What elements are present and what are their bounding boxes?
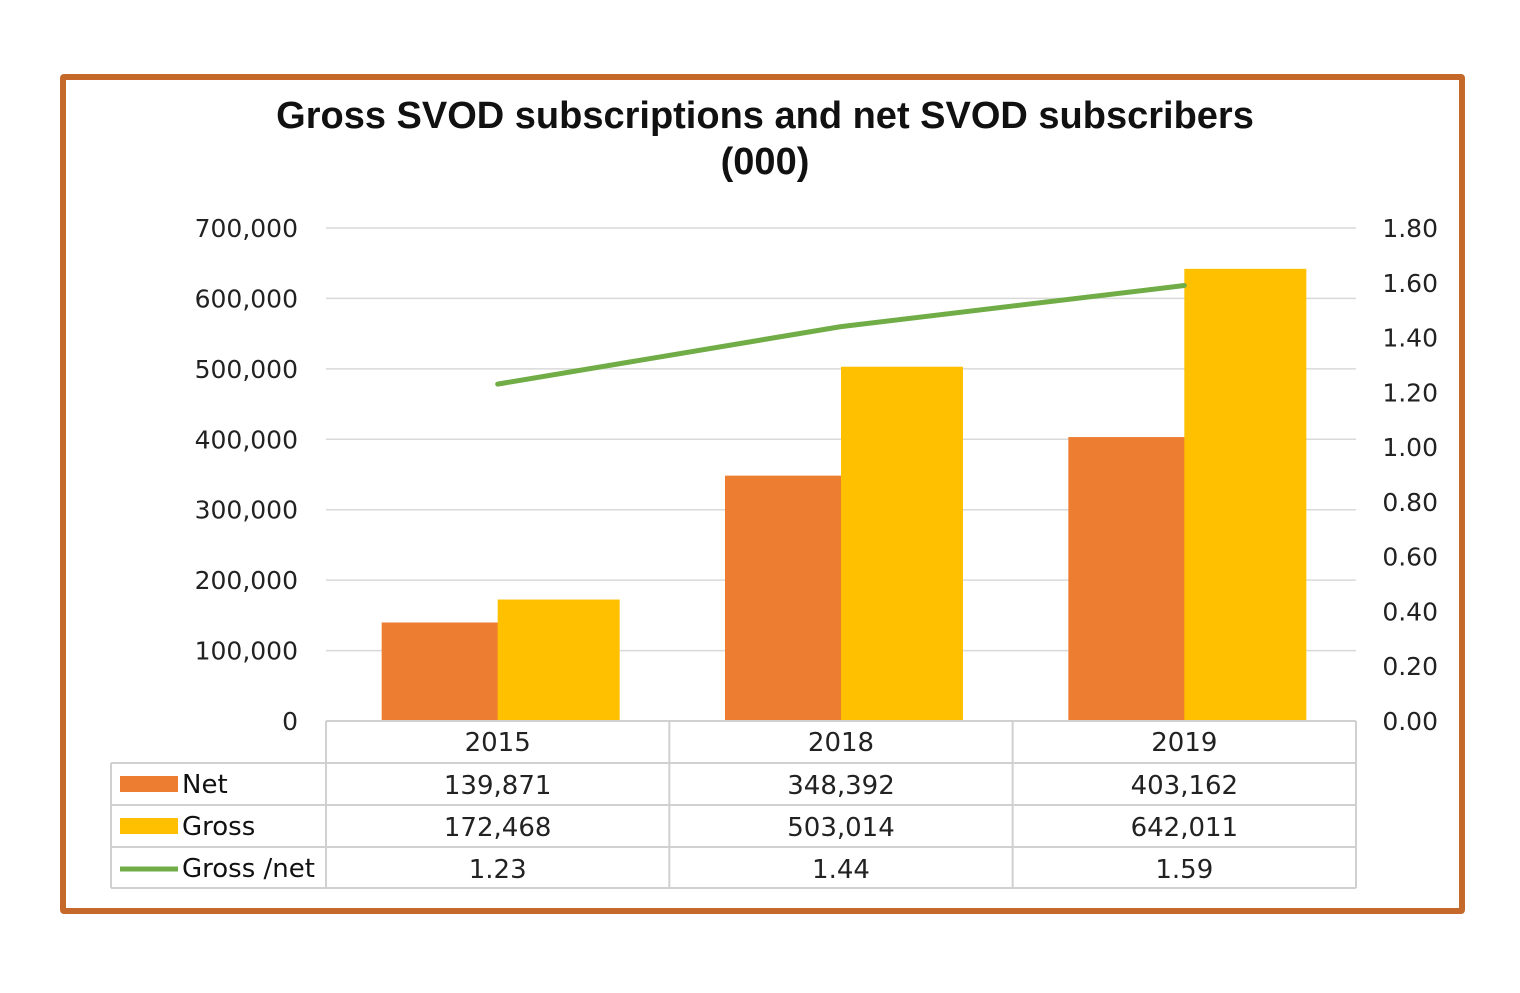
right-tick-label: 1.60	[1382, 269, 1438, 298]
table-header-year: 2015	[465, 728, 531, 758]
table-header-year: 2019	[1151, 728, 1217, 758]
bar-net-2018	[725, 475, 842, 721]
table-header-year: 2018	[808, 728, 874, 758]
legend-label: Gross /net	[182, 854, 315, 884]
left-tick-label: 200,000	[195, 566, 298, 595]
table-cell-value: 348,392	[787, 771, 895, 801]
chart-title: Gross SVOD subscriptions and net SVOD su…	[0, 93, 1520, 185]
legend-key-net	[120, 776, 178, 792]
right-tick-label: 1.20	[1382, 378, 1438, 407]
table-cell-value: 172,468	[444, 813, 552, 843]
bar-gross-2015	[497, 599, 620, 721]
left-axis-ticks: 0 100,000 200,000 300,000 400,000 500,000 600,…	[195, 214, 298, 736]
right-axis-ticks: 0.00 0.20 0.40 0.60 0.80 1.00 1.20 1.40 1.60 1.80	[1382, 214, 1438, 736]
legend-label: Gross	[182, 812, 255, 842]
left-tick-label: 500,000	[195, 355, 298, 384]
legend-label: Net	[182, 770, 228, 800]
left-tick-label: 100,000	[195, 637, 298, 666]
table-cell-value: 642,011	[1131, 813, 1239, 843]
bar-net-2015	[381, 622, 499, 721]
table-cell-value: 1.23	[469, 855, 527, 885]
right-tick-label: 0.60	[1382, 543, 1438, 572]
table-cell-value: 1.44	[812, 855, 870, 885]
left-tick-label: 400,000	[195, 425, 298, 454]
left-tick-label: 700,000	[195, 214, 298, 243]
bar-gross-2018	[841, 366, 963, 721]
chart-subtitle: (000)	[720, 141, 810, 183]
right-tick-label: 1.80	[1382, 214, 1438, 243]
left-tick-label: 300,000	[195, 496, 298, 525]
right-tick-label: 0.20	[1382, 652, 1438, 681]
right-tick-label: 1.40	[1382, 324, 1438, 353]
left-tick-label: 0	[282, 707, 298, 736]
right-tick-label: 0.80	[1382, 488, 1438, 517]
table-cell-value: 139,871	[444, 771, 552, 801]
bar-gross-2019	[1184, 268, 1307, 721]
right-tick-label: 0.40	[1382, 597, 1438, 626]
right-tick-label: 1.00	[1382, 433, 1438, 462]
data-table: 2015 2018 2019 Net 139,871 348,392 403,162 Gros…	[110, 720, 1357, 889]
table-cell-value: 1.59	[1155, 855, 1213, 885]
bars	[381, 268, 1307, 721]
table-cell-value: 503,014	[787, 813, 895, 843]
ratio-line	[495, 283, 1187, 387]
chart-title-line: Gross SVOD subscriptions and net SVOD su…	[276, 95, 1254, 137]
legend-key-gross	[120, 818, 178, 834]
left-tick-label: 600,000	[195, 284, 298, 313]
bar-net-2019	[1068, 437, 1186, 721]
right-tick-label: 0.00	[1382, 707, 1438, 736]
table-cell-value: 403,162	[1131, 771, 1239, 801]
